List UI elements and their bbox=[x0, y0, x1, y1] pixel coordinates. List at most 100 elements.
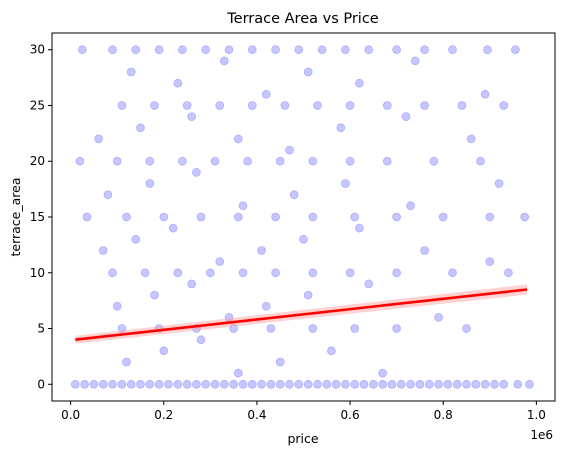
data-point bbox=[294, 45, 304, 55]
data-point bbox=[275, 357, 285, 367]
data-point bbox=[382, 101, 392, 110]
data-point bbox=[117, 324, 127, 333]
data-point bbox=[336, 123, 346, 133]
data-point bbox=[126, 379, 136, 389]
data-point bbox=[511, 45, 520, 55]
data-point bbox=[392, 45, 402, 55]
data-point bbox=[494, 179, 504, 188]
data-point bbox=[173, 78, 183, 88]
data-point bbox=[122, 357, 131, 367]
data-point bbox=[224, 45, 234, 55]
data-point bbox=[173, 379, 183, 389]
data-point bbox=[434, 379, 444, 389]
data-point bbox=[340, 179, 350, 188]
data-point bbox=[196, 335, 206, 345]
y-tick-label: 10 bbox=[30, 266, 45, 280]
data-point bbox=[520, 212, 530, 222]
data-point bbox=[378, 368, 388, 378]
data-point bbox=[331, 379, 341, 389]
data-point bbox=[154, 379, 164, 389]
data-point bbox=[191, 379, 201, 389]
data-point bbox=[173, 268, 183, 278]
data-point bbox=[322, 379, 332, 389]
data-point bbox=[247, 45, 257, 55]
data-point bbox=[126, 67, 136, 77]
data-point bbox=[438, 212, 448, 222]
x-tick-label: 0.2 bbox=[154, 408, 173, 422]
regression-line bbox=[75, 288, 528, 341]
data-point bbox=[406, 379, 416, 389]
x-tick-label: 0.6 bbox=[341, 408, 360, 422]
data-point bbox=[210, 379, 220, 389]
y-tick-label: 30 bbox=[30, 43, 45, 57]
data-point bbox=[485, 212, 495, 222]
data-point bbox=[196, 212, 206, 222]
data-point bbox=[238, 268, 248, 278]
data-point bbox=[471, 379, 481, 389]
data-point bbox=[261, 89, 271, 99]
data-point bbox=[108, 268, 117, 278]
data-point bbox=[108, 379, 117, 389]
data-point bbox=[387, 379, 397, 389]
data-point bbox=[80, 379, 89, 389]
data-point bbox=[271, 268, 281, 278]
data-point bbox=[429, 156, 439, 166]
data-point bbox=[285, 379, 294, 389]
data-point bbox=[238, 201, 248, 211]
data-point bbox=[308, 156, 318, 166]
data-point bbox=[257, 246, 267, 255]
data-point bbox=[420, 246, 430, 255]
data-point bbox=[98, 379, 108, 389]
x-axis-label: price bbox=[287, 431, 318, 446]
points-layer bbox=[70, 45, 534, 389]
y-tick-label: 25 bbox=[30, 98, 45, 112]
data-point bbox=[513, 379, 523, 389]
data-point bbox=[499, 101, 509, 110]
data-point bbox=[98, 246, 108, 255]
data-point bbox=[289, 190, 299, 200]
data-point bbox=[354, 223, 364, 233]
data-point bbox=[117, 101, 127, 110]
y-axis-label: terrace_area bbox=[8, 178, 23, 257]
data-point bbox=[396, 379, 406, 389]
x-axis-offset-label: 1e6 bbox=[530, 428, 553, 442]
y-tick-label: 15 bbox=[30, 210, 45, 224]
data-point bbox=[499, 379, 509, 389]
data-point bbox=[503, 268, 513, 278]
data-point bbox=[354, 78, 364, 88]
data-point bbox=[210, 156, 220, 166]
data-point bbox=[201, 379, 211, 389]
data-point bbox=[483, 45, 492, 55]
data-point bbox=[177, 45, 187, 55]
data-point bbox=[94, 134, 103, 144]
data-point bbox=[145, 179, 155, 188]
x-tick-label: 0.8 bbox=[434, 408, 453, 422]
data-point bbox=[350, 379, 360, 389]
y-tick-label: 0 bbox=[37, 377, 45, 391]
data-point bbox=[266, 324, 276, 333]
data-point bbox=[317, 45, 327, 55]
data-point bbox=[131, 234, 141, 244]
data-point bbox=[215, 101, 225, 110]
data-point bbox=[136, 123, 145, 133]
data-point bbox=[150, 290, 159, 300]
data-point bbox=[243, 156, 253, 166]
data-point bbox=[271, 212, 281, 222]
data-point bbox=[77, 45, 87, 55]
data-point bbox=[154, 45, 164, 55]
chart-title: Terrace Area vs Price bbox=[226, 11, 379, 27]
data-point bbox=[392, 324, 402, 333]
data-point bbox=[410, 56, 420, 66]
data-point bbox=[163, 379, 173, 389]
data-point bbox=[420, 101, 430, 110]
data-point bbox=[452, 379, 462, 389]
data-point bbox=[108, 45, 117, 55]
data-point bbox=[182, 101, 192, 110]
data-point bbox=[368, 379, 378, 389]
data-point bbox=[303, 67, 313, 77]
data-point bbox=[382, 156, 392, 166]
plot-area bbox=[51, 32, 556, 402]
data-point bbox=[257, 379, 267, 389]
x-tick-label: 0.4 bbox=[247, 408, 266, 422]
data-point bbox=[275, 379, 285, 389]
